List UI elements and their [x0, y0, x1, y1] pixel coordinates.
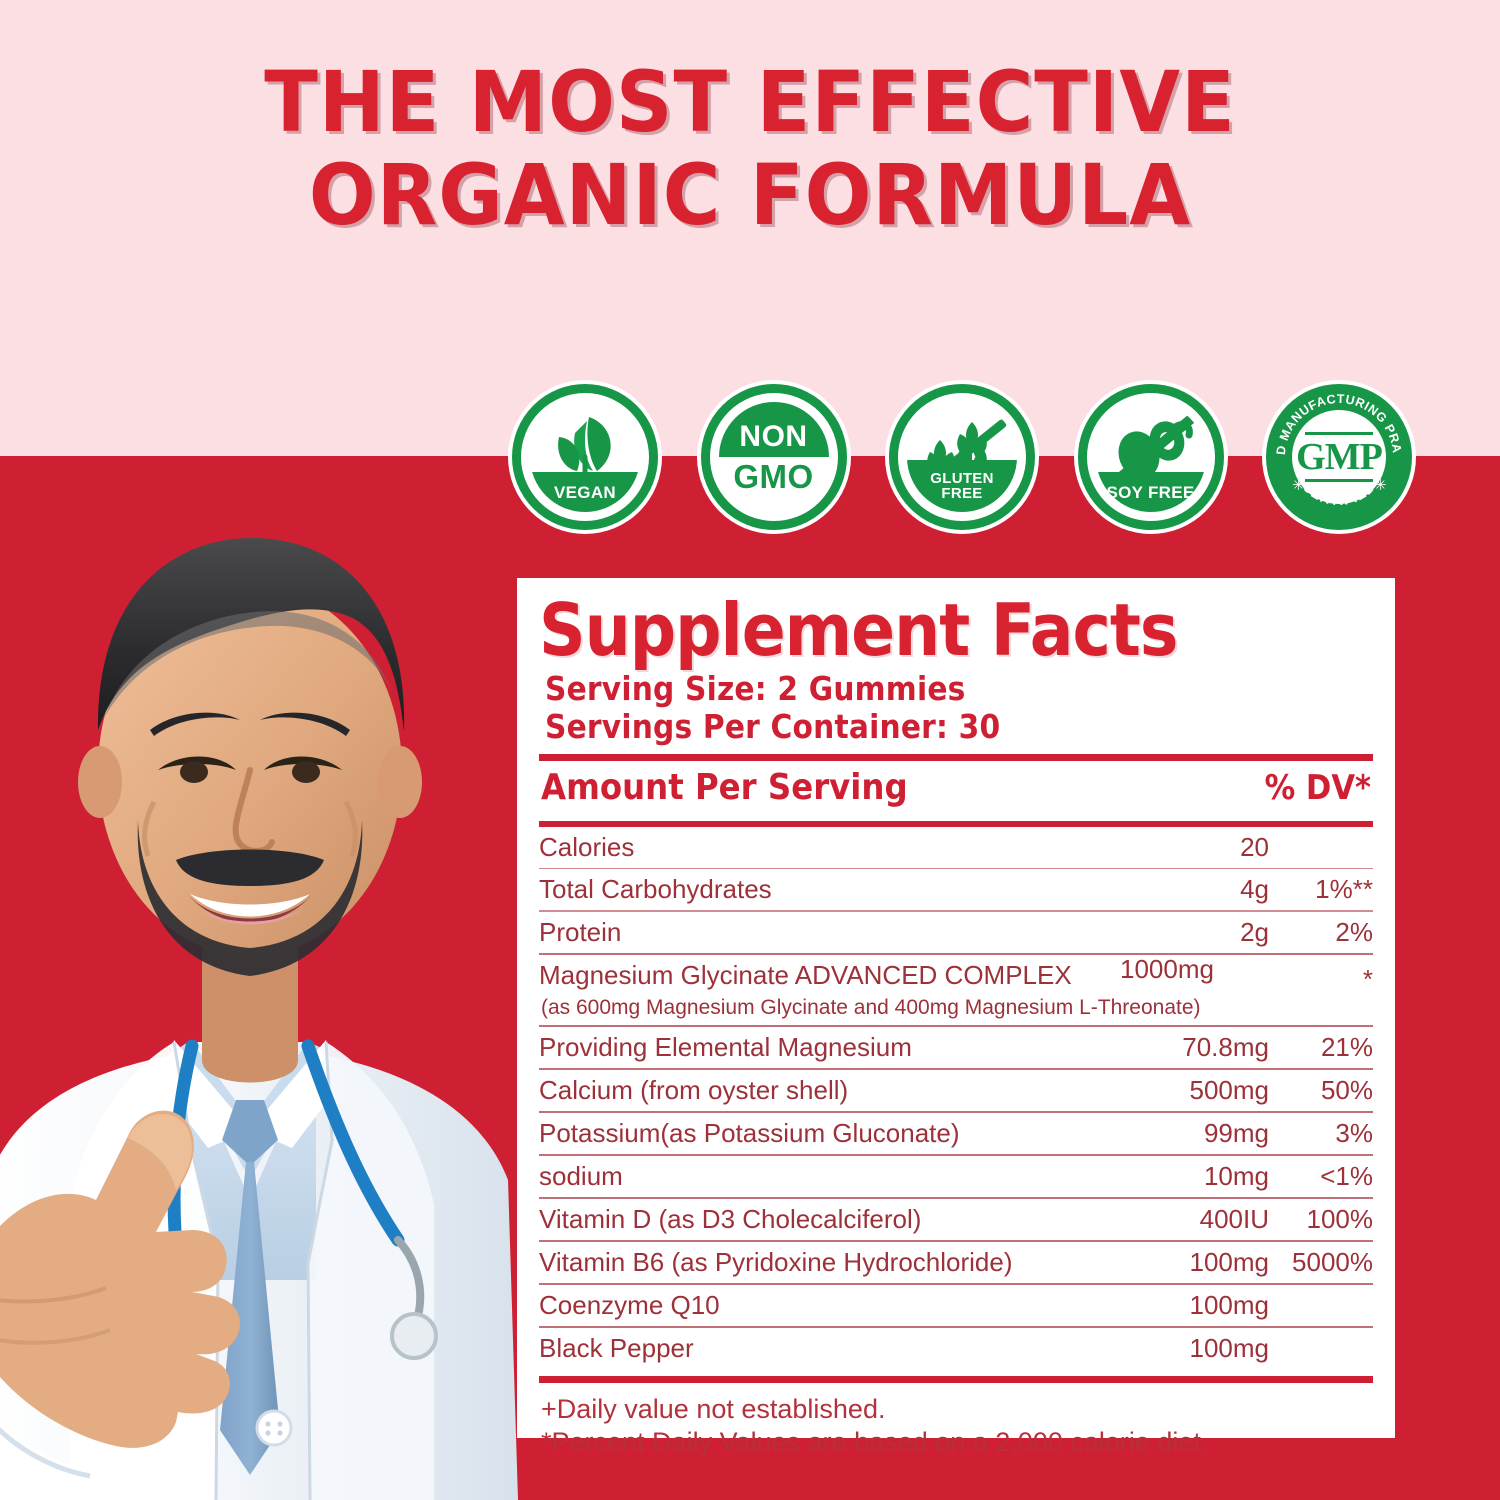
table-header-row: Amount Per Serving % DV*	[539, 761, 1373, 814]
table-row: Calcium (from oyster shell) 500mg 50%	[539, 1070, 1373, 1111]
table-row: sodium 10mg <1%	[539, 1156, 1373, 1197]
nutrient-dv: 5000%	[1292, 1246, 1373, 1277]
nutrient-dv: 50%	[1320, 1074, 1373, 1105]
dv-label: % DV*	[1264, 767, 1371, 808]
nutrient-amount: 400IU	[1199, 1203, 1269, 1234]
nutrient-dv: 21%	[1320, 1031, 1373, 1062]
row-divider	[539, 1110, 1373, 1113]
nutrient-amount: 100mg	[1189, 1289, 1270, 1320]
svg-text:✳: ✳	[1374, 477, 1387, 494]
nutrient-amount: 100mg	[1189, 1246, 1270, 1277]
nutrient-amount: 10mg	[1203, 1160, 1269, 1191]
table-row: Potassium(as Potassium Gluconate) 99mg 3…	[539, 1113, 1373, 1154]
row-divider	[539, 867, 1373, 870]
nutrient-name: Calcium (from oyster shell)	[539, 1074, 849, 1105]
rule-above-footnotes	[539, 1375, 1373, 1383]
supplement-facts-card: Supplement Facts Serving Size: 2 Gummies…	[517, 578, 1395, 1457]
nutrient-amount: 70.8mg	[1182, 1031, 1269, 1062]
nutrient-name: Protein	[539, 916, 622, 947]
footnote-1: +Daily value not established.	[541, 1393, 886, 1424]
nutrient-name: Total Carbohydrates	[539, 874, 772, 905]
background-band-pink	[0, 0, 1500, 456]
nutrient-dv: 100%	[1306, 1203, 1374, 1234]
gmp-seal-icon: GOOD MANUFACTURING PRACICE CERTIFIED ✳ ✳	[1266, 384, 1403, 508]
table-row: Calories 20	[539, 827, 1373, 868]
badge-vegan-label: VEGAN	[554, 482, 616, 502]
headline-line-2: ORGANIC FORMULA	[308, 145, 1192, 244]
row-divider	[539, 1239, 1373, 1242]
table-row: Coenzyme Q10 100mg	[539, 1285, 1373, 1326]
table-row: Magnesium Glycinate ADVANCED COMPLEX 100…	[539, 953, 1373, 996]
badge-gmp: GOOD MANUFACTURING PRACICE CERTIFIED ✳ ✳…	[1266, 384, 1412, 530]
nutrient-subnote: (as 600mg Magnesium Glycinate and 400mg …	[541, 995, 1201, 1019]
badge-vegan: VEGAN	[512, 384, 658, 530]
nutrient-name: Coenzyme Q10	[539, 1289, 720, 1320]
nutrient-name: Magnesium Glycinate ADVANCED COMPLEX	[539, 959, 1072, 990]
badge-gluten-free-label-1: GLUTEN	[930, 470, 994, 487]
rule-above-header	[539, 753, 1373, 761]
nutrient-amount: 500mg	[1189, 1074, 1270, 1105]
svg-text:✳: ✳	[1292, 477, 1305, 494]
headline: THE MOST EFFECTIVE ORGANIC FORMULA	[0, 53, 1500, 244]
badge-gmp-center-label: GMP	[1296, 436, 1383, 478]
badge-non-gmo: NON GMO	[700, 384, 847, 530]
badge-non-gmo-top: NON	[739, 420, 808, 453]
nutrient-amount: 1000mg	[1120, 953, 1214, 984]
nutrient-amount: 20	[1240, 831, 1269, 862]
row-divider	[539, 952, 1373, 955]
nutrient-name: Vitamin D (as D3 Cholecalciferol)	[539, 1203, 922, 1234]
serving-size: Serving Size: 2 Gummies	[545, 669, 966, 708]
nutrient-name: Calories	[539, 831, 635, 862]
nutrient-name: Providing Elemental Magnesium	[539, 1031, 912, 1062]
footnote-2: *Percent Daily Values are based on a 2,0…	[541, 1426, 1209, 1457]
badge-soy-free-label: SOY FREE	[1106, 482, 1195, 502]
row-divider	[539, 1153, 1373, 1156]
rule-below-header	[539, 820, 1373, 827]
table-row: Providing Elemental Magnesium 70.8mg 21%	[539, 1027, 1373, 1068]
row-divider	[539, 1196, 1373, 1199]
table-row: Black Pepper 100mg	[539, 1328, 1373, 1369]
table-row: Protein 2g 2%	[539, 912, 1373, 953]
table-row: Total Carbohydrates 4g 1%**	[539, 869, 1373, 910]
nutrient-name: sodium	[539, 1160, 623, 1191]
nutrient-dv: *	[1362, 963, 1373, 994]
nutrient-name: Potassium(as Potassium Gluconate)	[539, 1117, 960, 1148]
supplement-facts-title: Supplement Facts	[539, 588, 1178, 672]
footnotes: +Daily value not established. *Percent D…	[539, 1383, 1373, 1459]
nutrient-amount: 100mg	[1189, 1332, 1270, 1363]
doctor-hero-image	[0, 300, 518, 1500]
table-row: Vitamin D (as D3 Cholecalciferol) 400IU …	[539, 1199, 1373, 1240]
badge-gluten-free: GLUTEN FREE	[889, 384, 1035, 530]
nutrient-name: Vitamin B6 (as Pyridoxine Hydrochloride)	[539, 1246, 1013, 1277]
badge-gluten-free-label-2: FREE	[941, 485, 983, 502]
badge-soy-free: SOY FREE	[1077, 384, 1224, 530]
row-divider	[539, 1024, 1373, 1027]
badge-non-gmo-bottom: GMO	[733, 458, 814, 495]
nutrient-name: Black Pepper	[539, 1332, 694, 1363]
row-divider	[539, 1325, 1373, 1328]
row-divider	[539, 910, 1373, 912]
row-divider	[539, 1067, 1373, 1070]
nutrient-table: Calories 20 Total Carbohydrates 4g 1%** …	[539, 827, 1373, 1369]
nutrient-amount: 4g	[1240, 874, 1269, 905]
amount-per-serving-label: Amount Per Serving	[541, 766, 908, 808]
nutrient-amount: 2g	[1240, 916, 1269, 947]
nutrient-dv: 3%	[1335, 1117, 1373, 1148]
row-divider	[539, 1282, 1373, 1285]
certification-badges: VEGAN NON GMO	[512, 383, 1412, 531]
nutrient-dv: 2%	[1335, 916, 1373, 947]
table-row: Vitamin B6 (as Pyridoxine Hydrochloride)…	[539, 1242, 1373, 1283]
servings-per-container: Servings Per Container: 30	[545, 707, 1001, 747]
headline-line-1: THE MOST EFFECTIVE	[264, 53, 1236, 151]
nutrient-dv: 1%**	[1315, 874, 1373, 905]
nutrient-amount: 99mg	[1203, 1117, 1269, 1148]
nutrient-dv: <1%	[1320, 1160, 1373, 1191]
